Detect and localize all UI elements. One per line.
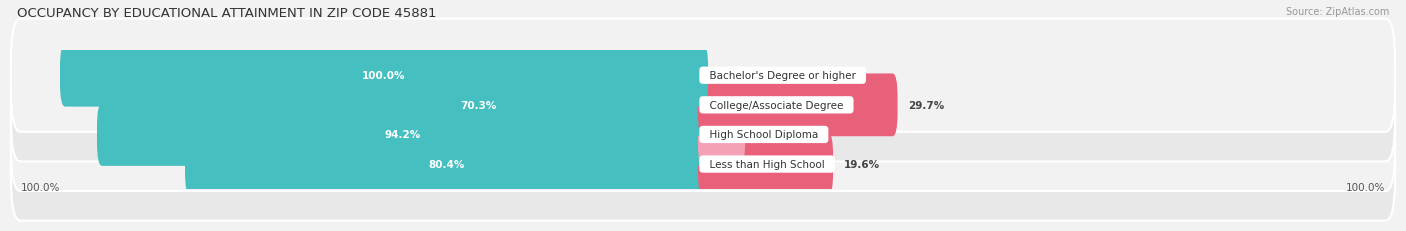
- Text: OCCUPANCY BY EDUCATIONAL ATTAINMENT IN ZIP CODE 45881: OCCUPANCY BY EDUCATIONAL ATTAINMENT IN Z…: [17, 7, 436, 20]
- Text: 100.0%: 100.0%: [363, 71, 406, 81]
- FancyBboxPatch shape: [186, 133, 709, 196]
- FancyBboxPatch shape: [11, 20, 1395, 132]
- FancyBboxPatch shape: [697, 133, 834, 196]
- Text: 94.2%: 94.2%: [384, 130, 420, 140]
- FancyBboxPatch shape: [97, 104, 709, 166]
- Text: 70.3%: 70.3%: [461, 100, 496, 110]
- FancyBboxPatch shape: [60, 45, 709, 107]
- Text: 29.7%: 29.7%: [908, 100, 945, 110]
- Text: 100.0%: 100.0%: [21, 182, 60, 192]
- Text: High School Diploma: High School Diploma: [703, 130, 825, 140]
- Text: 0.0%: 0.0%: [718, 71, 748, 81]
- Text: Less than High School: Less than High School: [703, 159, 831, 169]
- Text: 80.4%: 80.4%: [429, 159, 465, 169]
- Text: Bachelor's Degree or higher: Bachelor's Degree or higher: [703, 71, 862, 81]
- Text: 5.8%: 5.8%: [756, 130, 785, 140]
- Text: College/Associate Degree: College/Associate Degree: [703, 100, 849, 110]
- FancyBboxPatch shape: [697, 104, 745, 166]
- FancyBboxPatch shape: [697, 74, 897, 137]
- Text: 19.6%: 19.6%: [844, 159, 880, 169]
- FancyBboxPatch shape: [11, 79, 1395, 191]
- FancyBboxPatch shape: [249, 74, 709, 137]
- FancyBboxPatch shape: [11, 108, 1395, 221]
- FancyBboxPatch shape: [11, 49, 1395, 162]
- Text: Source: ZipAtlas.com: Source: ZipAtlas.com: [1285, 7, 1389, 17]
- Text: 100.0%: 100.0%: [1346, 182, 1385, 192]
